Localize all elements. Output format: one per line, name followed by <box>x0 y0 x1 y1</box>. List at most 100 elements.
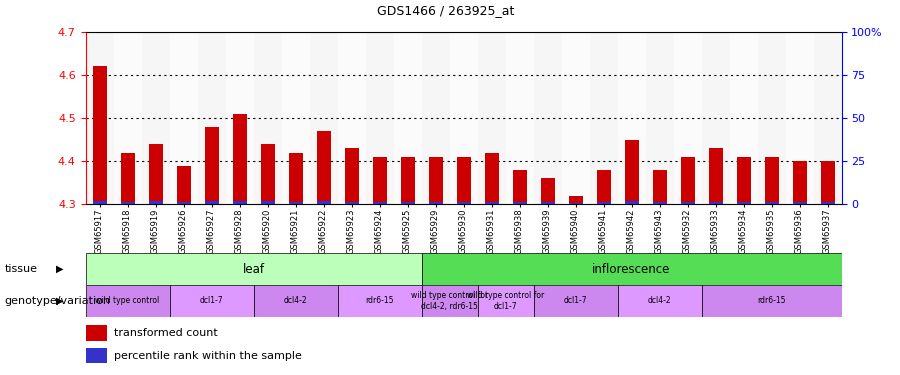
Bar <box>86 32 113 204</box>
Text: GDS1466 / 263925_at: GDS1466 / 263925_at <box>377 4 514 17</box>
Bar <box>708 148 723 204</box>
Bar <box>121 153 134 204</box>
Bar <box>597 170 610 204</box>
Bar <box>478 285 534 317</box>
Bar <box>617 285 701 317</box>
Bar <box>421 285 478 317</box>
Bar <box>393 32 421 204</box>
Bar <box>730 32 758 204</box>
Bar <box>254 32 282 204</box>
Bar <box>708 202 723 204</box>
Bar <box>421 253 842 285</box>
Text: wild type control: wild type control <box>95 296 159 305</box>
Bar <box>400 202 415 204</box>
Bar <box>652 170 667 204</box>
Text: dcl4-2: dcl4-2 <box>648 296 671 305</box>
Bar <box>625 201 638 204</box>
Bar <box>478 32 506 204</box>
Text: percentile rank within the sample: percentile rank within the sample <box>114 351 302 361</box>
Bar <box>617 32 645 204</box>
Bar <box>736 202 751 204</box>
Bar <box>121 202 134 204</box>
Bar <box>597 202 610 204</box>
Bar <box>93 201 106 204</box>
Bar <box>821 161 834 204</box>
Bar <box>113 32 141 204</box>
Bar <box>317 131 330 204</box>
Bar <box>534 285 617 317</box>
Bar <box>373 157 386 204</box>
Text: tissue: tissue <box>4 264 38 274</box>
Bar <box>141 32 169 204</box>
Bar <box>764 157 778 204</box>
Bar <box>701 285 842 317</box>
Bar <box>428 157 443 204</box>
Bar <box>541 178 554 204</box>
Bar <box>764 202 778 204</box>
Text: dcl1-7: dcl1-7 <box>563 296 588 305</box>
Bar <box>701 32 730 204</box>
Bar <box>625 140 638 204</box>
Text: rdr6-15: rdr6-15 <box>365 296 394 305</box>
Bar <box>226 32 254 204</box>
Bar <box>534 32 562 204</box>
Text: dcl1-7: dcl1-7 <box>200 296 223 305</box>
Bar <box>204 201 219 204</box>
Bar <box>541 202 554 204</box>
Bar <box>400 157 415 204</box>
Text: ▶: ▶ <box>56 296 63 306</box>
Bar <box>512 202 526 204</box>
Bar <box>232 201 247 204</box>
Bar <box>345 148 358 204</box>
Bar <box>148 201 163 204</box>
Bar <box>569 202 582 204</box>
Bar <box>232 114 247 204</box>
Bar <box>484 153 499 204</box>
Bar <box>786 32 814 204</box>
Text: ▶: ▶ <box>56 264 63 274</box>
Bar <box>456 157 471 204</box>
Bar <box>365 32 393 204</box>
Bar <box>449 32 478 204</box>
Bar <box>86 325 107 341</box>
Bar <box>758 32 786 204</box>
Bar <box>562 32 590 204</box>
Bar <box>484 202 499 204</box>
Text: rdr6-15: rdr6-15 <box>757 296 786 305</box>
Bar <box>317 201 330 204</box>
Bar <box>93 66 106 204</box>
Bar <box>86 253 421 285</box>
Bar <box>289 153 302 204</box>
Bar <box>673 32 701 204</box>
Bar <box>821 202 834 204</box>
Bar <box>148 144 163 204</box>
Bar <box>456 202 471 204</box>
Bar <box>736 157 751 204</box>
Bar <box>590 32 617 204</box>
Bar <box>680 202 695 204</box>
Bar <box>338 32 365 204</box>
Bar <box>254 285 338 317</box>
Bar <box>338 285 421 317</box>
Bar <box>793 202 806 204</box>
Text: wild type control for
dcl1-7: wild type control for dcl1-7 <box>467 291 544 310</box>
Text: transformed count: transformed count <box>114 328 218 338</box>
Bar <box>421 32 449 204</box>
Bar <box>260 201 274 204</box>
Bar <box>86 348 107 363</box>
Bar <box>793 161 806 204</box>
Bar <box>169 285 254 317</box>
Text: leaf: leaf <box>242 262 265 276</box>
Text: wild type control for
dcl4-2, rdr6-15: wild type control for dcl4-2, rdr6-15 <box>411 291 488 310</box>
Bar <box>512 170 526 204</box>
Bar <box>176 165 191 204</box>
Bar <box>814 32 842 204</box>
Text: inflorescence: inflorescence <box>592 262 670 276</box>
Bar <box>169 32 197 204</box>
Bar <box>373 202 386 204</box>
Bar <box>282 32 310 204</box>
Bar <box>569 196 582 204</box>
Bar <box>345 202 358 204</box>
Bar <box>645 32 673 204</box>
Bar <box>428 202 443 204</box>
